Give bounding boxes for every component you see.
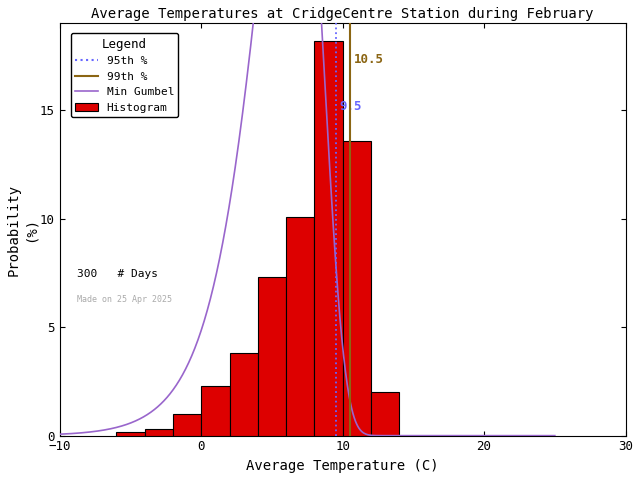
Title: Average Temperatures at CridgeCentre Station during February: Average Temperatures at CridgeCentre Sta… — [92, 7, 594, 21]
Text: 300   # Days: 300 # Days — [77, 269, 157, 279]
Bar — [230, 353, 258, 436]
Text: 10.5: 10.5 — [354, 52, 384, 66]
Text: Made on 25 Apr 2025: Made on 25 Apr 2025 — [77, 295, 172, 304]
Y-axis label: Probability
(%): Probability (%) — [7, 183, 37, 276]
Bar — [258, 277, 286, 436]
Bar — [286, 216, 314, 436]
Legend: 95th %, 99th %, Min Gumbel, Histogram: 95th %, 99th %, Min Gumbel, Histogram — [71, 33, 179, 117]
Bar — [371, 392, 399, 436]
Text: 9.5: 9.5 — [340, 100, 362, 113]
Bar — [116, 432, 145, 436]
Bar — [314, 41, 342, 436]
Bar — [145, 429, 173, 436]
Bar — [342, 141, 371, 436]
X-axis label: Average Temperature (C): Average Temperature (C) — [246, 459, 439, 473]
Bar — [173, 414, 201, 436]
Bar — [201, 386, 230, 436]
